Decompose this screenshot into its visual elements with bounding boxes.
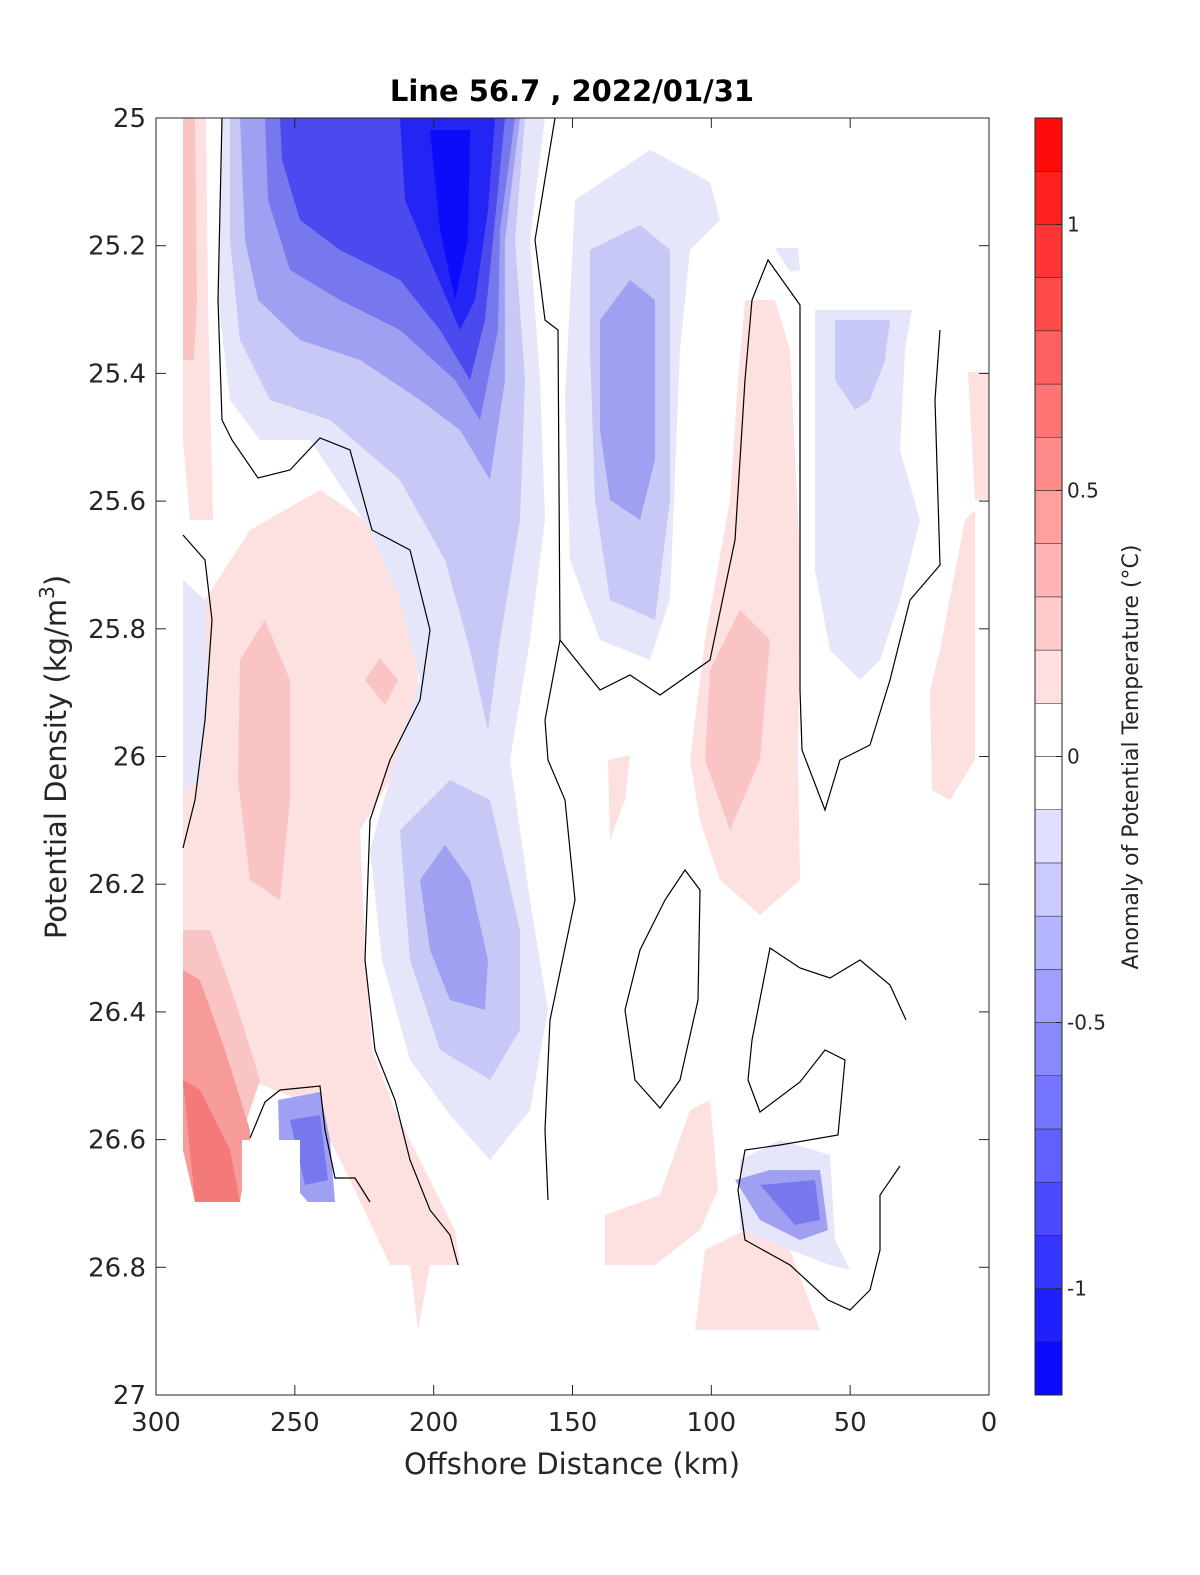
colorbar-band <box>1034 862 1063 917</box>
colorbar: 1 0.5 0 -0.5 -1 <box>1034 117 1106 1396</box>
colorbar-title: Anomaly of Potential Temperature (°C) <box>1119 545 1144 970</box>
contour-line <box>279 1085 371 1203</box>
cold-region <box>420 845 488 1010</box>
anomaly-field <box>182 118 989 1330</box>
colorbar-band <box>1034 915 1063 970</box>
colorbar-bands <box>1034 117 1063 1396</box>
warm-region <box>930 510 975 800</box>
colorbar-band <box>1034 1235 1063 1289</box>
x-tick-label: 50 <box>834 1408 867 1438</box>
colorbar-tick-label: -1 <box>1067 1277 1087 1301</box>
warm-region <box>183 1080 240 1202</box>
x-axis: 300 250 200 150 100 50 0 <box>131 118 997 1438</box>
colorbar-band <box>1034 330 1063 385</box>
x-axis-title: Offshore Distance (km) <box>404 1447 740 1481</box>
colorbar-band <box>1034 1022 1063 1077</box>
warm-region <box>608 755 630 840</box>
warm-region <box>695 1230 820 1330</box>
colorbar-band <box>1034 1075 1063 1130</box>
contour-line <box>182 534 213 849</box>
y-tick-label: 27 <box>113 1381 146 1411</box>
x-tick-label: 100 <box>687 1408 737 1438</box>
warm-region <box>410 1265 430 1330</box>
colorbar-band <box>1034 1341 1063 1396</box>
y-tick-label: 25.8 <box>88 615 146 645</box>
y-axis-title-close: ) <box>39 575 73 586</box>
warm-region <box>183 118 197 360</box>
colorbar-band <box>1034 117 1063 172</box>
x-tick-label: 250 <box>270 1408 320 1438</box>
contour-line <box>534 118 941 812</box>
no-data-region <box>242 1140 300 1202</box>
warm-region <box>968 372 989 500</box>
colorbar-tick-label: -0.5 <box>1067 1011 1106 1035</box>
colorbar-band <box>1034 596 1063 651</box>
colorbar-band <box>1034 969 1063 1023</box>
colorbar-tick-label: 1 <box>1067 212 1080 236</box>
colorbar-band <box>1034 1128 1063 1183</box>
y-axis-title-sup: 3 <box>35 586 59 599</box>
y-tick-label: 26.2 <box>88 870 146 900</box>
contour-line <box>544 639 576 1201</box>
zero-contours <box>182 118 941 1311</box>
colorbar-tick-label: 0 <box>1067 745 1080 769</box>
colorbar-band <box>1034 437 1063 491</box>
colorbar-band <box>1034 277 1063 332</box>
contour-line <box>624 868 701 1109</box>
warm-region <box>705 610 770 830</box>
cold-region <box>815 310 920 680</box>
colorbar-ticks: 1 0.5 0 -0.5 -1 <box>1056 212 1106 1301</box>
y-axis-title-main: Potential Density (kg/m <box>39 599 73 939</box>
plot-area: 300 250 200 150 100 50 0 2525.225.425.625.8262… <box>88 104 997 1438</box>
warm-region <box>605 1100 718 1265</box>
colorbar-band <box>1034 1181 1063 1236</box>
warm-region <box>365 658 398 705</box>
cold-region <box>600 280 655 520</box>
cold-region <box>290 1115 328 1185</box>
cold-region <box>430 130 470 300</box>
colorbar-band <box>1034 756 1063 810</box>
contour-line <box>737 1039 901 1311</box>
cold-region <box>183 580 208 790</box>
y-tick-label: 25.6 <box>88 487 146 517</box>
colorbar-band <box>1034 383 1063 438</box>
cold-region <box>775 248 800 272</box>
y-tick-label: 26 <box>113 743 146 773</box>
x-tick-label: 150 <box>548 1408 598 1438</box>
colorbar-band <box>1034 1288 1063 1343</box>
colorbar-tick-label: 0.5 <box>1067 478 1099 502</box>
y-tick-label: 25 <box>113 104 146 134</box>
y-tick-label: 25.4 <box>88 359 146 389</box>
colorbar-band <box>1034 170 1063 225</box>
cold-region <box>760 1180 820 1225</box>
y-tick-label: 26.6 <box>88 1126 146 1156</box>
y-axis-title: Potential Density (kg/m3) <box>35 575 73 939</box>
contour-line <box>751 947 907 1041</box>
warm-region <box>238 620 290 900</box>
y-tick-label: 26.8 <box>88 1253 146 1283</box>
y-axis: 25 25.2 25.4 25.6 25.8 26 26.2 26.4 26.6 26.8 27 <box>88 104 989 1411</box>
colorbar-band <box>1034 490 1063 544</box>
y-tick-label: 26.4 <box>88 998 146 1028</box>
contour-line <box>217 118 459 1266</box>
colorbar-band <box>1034 703 1063 757</box>
y-tick-label: 25.2 <box>88 232 146 262</box>
chart-title: Line 56.7 , 2022/01/31 <box>390 74 754 108</box>
x-tick-label: 0 <box>981 1408 998 1438</box>
x-tick-label: 200 <box>409 1408 459 1438</box>
x-tick-label: 300 <box>131 1408 181 1438</box>
contour-line <box>249 1089 281 1139</box>
colorbar-band <box>1034 224 1063 278</box>
colorbar-band <box>1034 809 1063 864</box>
colorbar-band <box>1034 649 1063 704</box>
cold-region <box>835 320 890 410</box>
colorbar-band <box>1034 543 1063 598</box>
